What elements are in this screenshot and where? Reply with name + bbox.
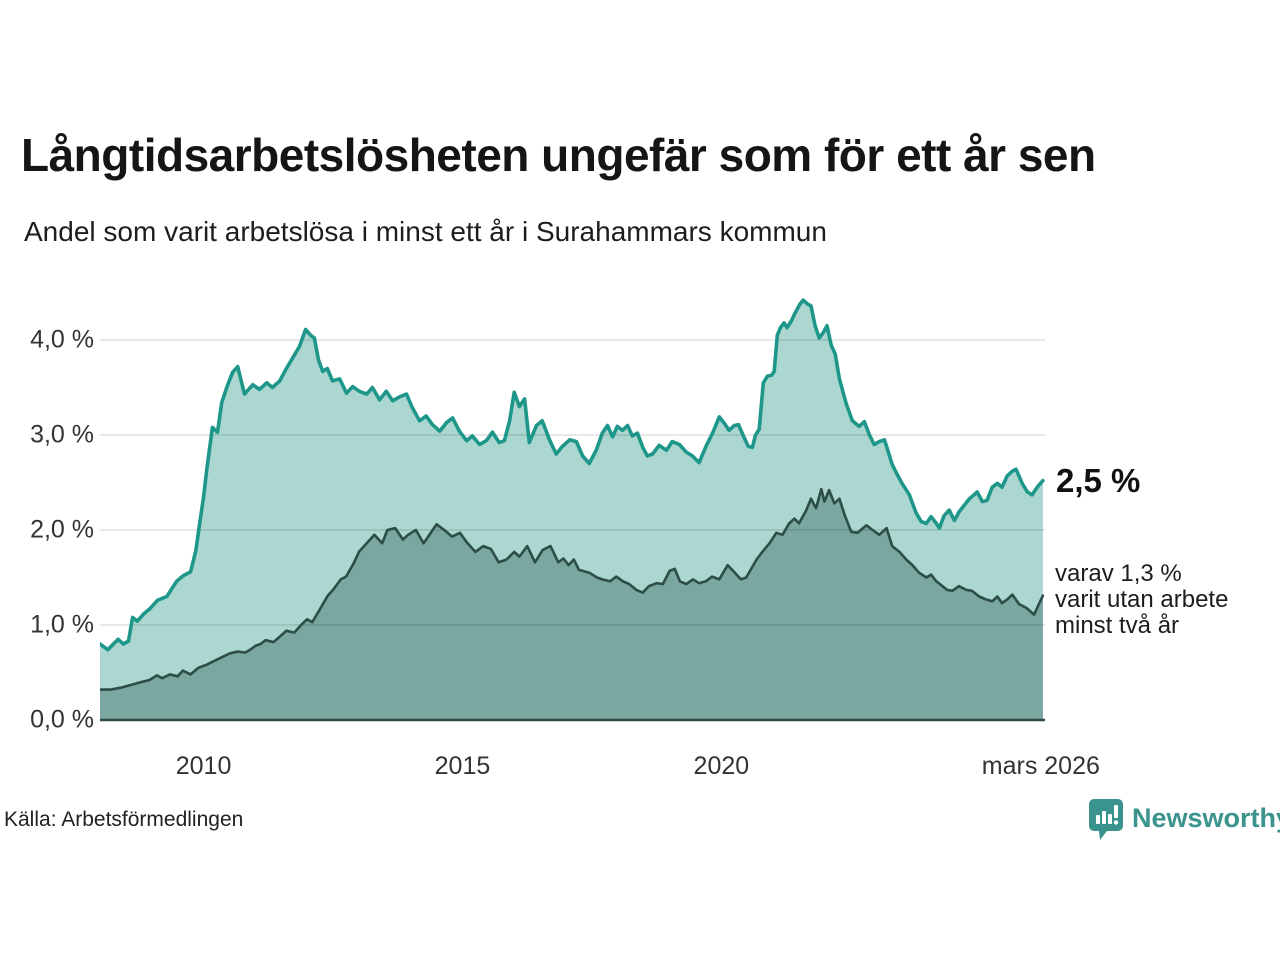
line-minst-tva-ar: [100, 487, 1045, 691]
page-subtitle: Andel som varit arbetslösa i minst ett å…: [24, 216, 827, 247]
newsworthy-speech-bubble-bar-chart-icon: [1089, 799, 1123, 840]
x-axis-tick-label: mars 2026: [981, 752, 1100, 780]
y-axis-tick-label: 3,0 %: [30, 420, 94, 449]
x-axis-tick-label: 2010: [175, 752, 232, 780]
y-axis-tick-label: 4,0 %: [30, 325, 94, 354]
y-axis-tick-label: 1,0 %: [30, 610, 94, 639]
newsworthy-wordmark: Newsworthy: [1132, 803, 1280, 833]
area-minst-tva-ar: [100, 489, 1043, 720]
latest-value-label: 2,5 %: [1056, 462, 1141, 499]
line-minst-ett-ar: [100, 298, 1045, 652]
x-axis-tick-label: 2015: [434, 752, 491, 780]
source-credit: Källa: Arbetsförmedlingen: [4, 808, 244, 831]
x-axis-tick-label: 2020: [693, 752, 750, 780]
y-axis-tick-label: 2,0 %: [30, 515, 94, 544]
newsworthy-logo: Newsworthy: [1088, 798, 1280, 846]
y-axis-tick-label: 0,0 %: [30, 705, 94, 734]
page-title: Långtidsarbetslösheten ungefär som för e…: [21, 129, 1096, 181]
series-two-annotation: varav 1,3 % varit utan arbete minst två …: [1055, 560, 1229, 639]
area-chart: [100, 298, 1045, 722]
